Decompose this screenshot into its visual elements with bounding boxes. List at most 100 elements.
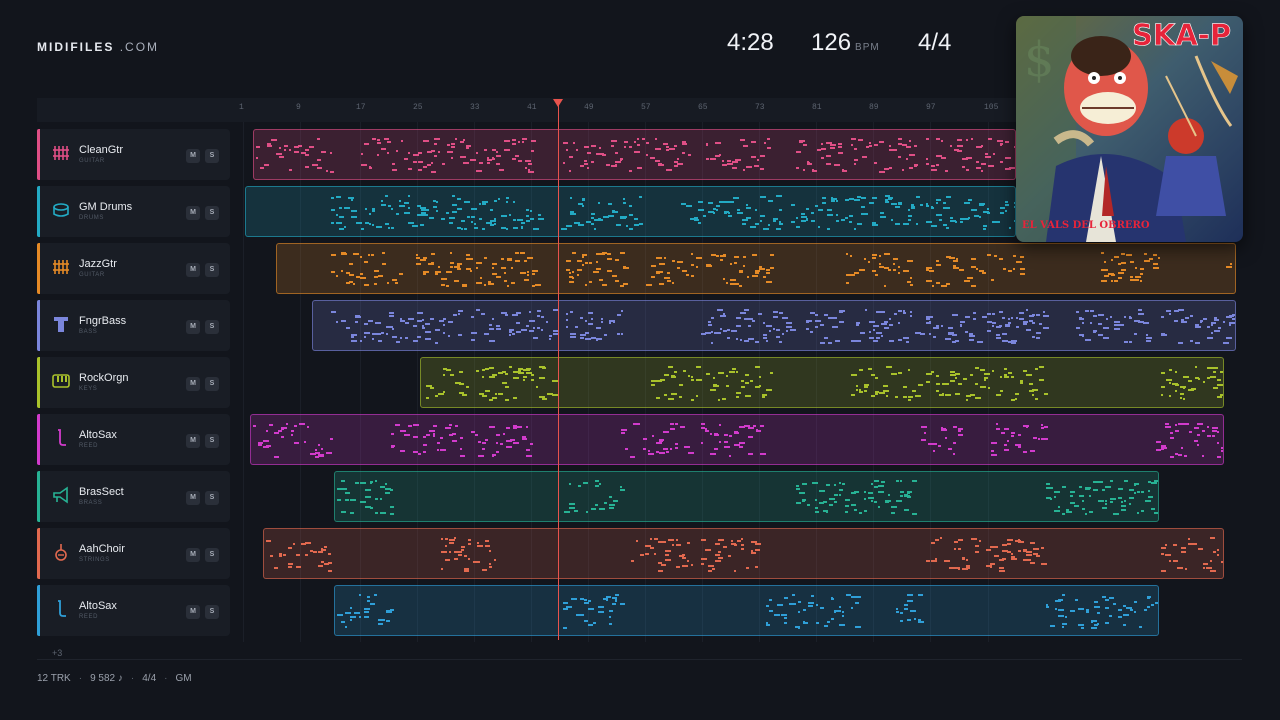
track-category: STRINGS [79,557,110,563]
track-name: RockOrgn [79,372,129,384]
more-tracks-indicator[interactable]: +3 [52,648,63,658]
clip-jazzgtr[interactable] [276,243,1236,294]
solo-button[interactable]: S [205,320,219,334]
track-header-altosax[interactable]: AltoSax REED M S [37,585,230,636]
track-header-aahchoir[interactable]: AahChoir STRINGS M S [37,528,230,579]
track-name: CleanGtr [79,144,124,156]
note-count: 9 582 ♪ [90,673,123,684]
tempo-unit: BPM [855,42,880,53]
solo-button[interactable]: S [205,377,219,391]
solo-button[interactable]: S [205,263,219,277]
mute-button[interactable]: M [186,434,200,448]
track-category: BASS [79,329,98,335]
grid-line [360,122,361,642]
mute-button[interactable]: M [186,491,200,505]
clip-aahchoir[interactable] [263,528,1224,579]
ruler-tick: 73 [755,103,765,112]
ruler-tick: 41 [527,103,537,112]
grid-line [759,122,760,642]
track-header-jazzgtr[interactable]: JazzGtr GUITAR M S [37,243,230,294]
clip-notes [331,252,1232,287]
album-cover: $ SKA-P EL VALS DEL OBRERO [1016,16,1243,242]
solo-button[interactable]: S [205,149,219,163]
track-color-bar [37,243,40,294]
grid-line [988,122,989,642]
mute-button[interactable]: M [186,149,200,163]
grid-line [474,122,475,642]
track-name: AahChoir [79,543,125,555]
drum-icon [51,200,71,220]
playhead[interactable] [558,100,559,640]
ruler-tick: 33 [470,103,480,112]
grid-line [417,122,418,642]
grid-line [702,122,703,642]
solo-button[interactable]: S [205,206,219,220]
ruler-tick: 9 [296,103,301,112]
track-category: GUITAR [79,158,105,164]
grid-line [930,122,931,642]
sax-icon [51,599,71,619]
ruler-tick: 49 [584,103,594,112]
track-name: AltoSax [79,429,117,441]
track-name: FngrBass [79,315,127,327]
track-color-bar [37,585,40,636]
track-color-bar [37,528,40,579]
track-color-bar [37,186,40,237]
mute-button[interactable]: M [186,548,200,562]
clip-notes [253,423,1223,458]
ruler-tick: 1 [239,103,244,112]
grid-line [873,122,874,642]
clip-fngrbass[interactable] [312,300,1236,351]
ruler-tick: 81 [812,103,822,112]
ruler-tick: 17 [356,103,366,112]
clip-altosax[interactable] [334,585,1159,636]
solo-button[interactable]: S [205,548,219,562]
track-category: DRUMS [79,215,104,221]
track-header-fngrbass[interactable]: FngrBass BASS M S [37,300,230,351]
bass-icon [51,314,71,334]
ruler-tick: 57 [641,103,651,112]
grid-line [816,122,817,642]
solo-button[interactable]: S [205,434,219,448]
track-count: 12 TRK [37,673,71,684]
clip-notes [256,138,1015,173]
song-duration: 4:28 [727,29,774,56]
track-color-bar [37,300,40,351]
track-header-brassect[interactable]: BrasSect BRASS M S [37,471,230,522]
clip-gm-drums[interactable] [245,186,1016,237]
track-category: REED [79,443,99,449]
solo-button[interactable]: S [205,605,219,619]
mute-button[interactable]: M [186,263,200,277]
grid-line [300,122,301,642]
ruler-tick: 105 [984,103,999,112]
clip-rockorgn[interactable] [420,357,1224,408]
track-name: BrasSect [79,486,124,498]
album-artist-text: SKA-P [1132,18,1231,52]
track-category: KEYS [79,386,98,392]
track-header-altosax[interactable]: AltoSax REED M S [37,414,230,465]
sax-icon [51,428,71,448]
clip-notes [337,594,1158,629]
logo-wordmark: MIDIFILES [37,40,115,54]
solo-button[interactable]: S [205,491,219,505]
track-header-cleangtr[interactable]: CleanGtr GUITAR M S [37,129,230,180]
clip-cleangtr[interactable] [253,129,1016,180]
track-header-rockorgn[interactable]: RockOrgn KEYS M S [37,357,230,408]
track-name: AltoSax [79,600,117,612]
svg-text:$: $ [1024,32,1055,88]
site-logo[interactable]: MIDIFILES .COM [37,40,159,54]
tempo-value: 126 [811,29,852,56]
mute-button[interactable]: M [186,605,200,619]
track-header-gm-drums[interactable]: GM Drums DRUMS M S [37,186,230,237]
mute-button[interactable]: M [186,320,200,334]
clip-altosax[interactable] [250,414,1224,465]
clip-notes [337,480,1158,515]
footer-meter: 4/4 [142,673,157,684]
clip-notes [331,195,1015,230]
ruler-tick: 65 [698,103,708,112]
mute-button[interactable]: M [186,377,200,391]
clip-brassect[interactable] [334,471,1159,522]
track-category: REED [79,614,99,620]
mute-button[interactable]: M [186,206,200,220]
track-category: GUITAR [79,272,105,278]
